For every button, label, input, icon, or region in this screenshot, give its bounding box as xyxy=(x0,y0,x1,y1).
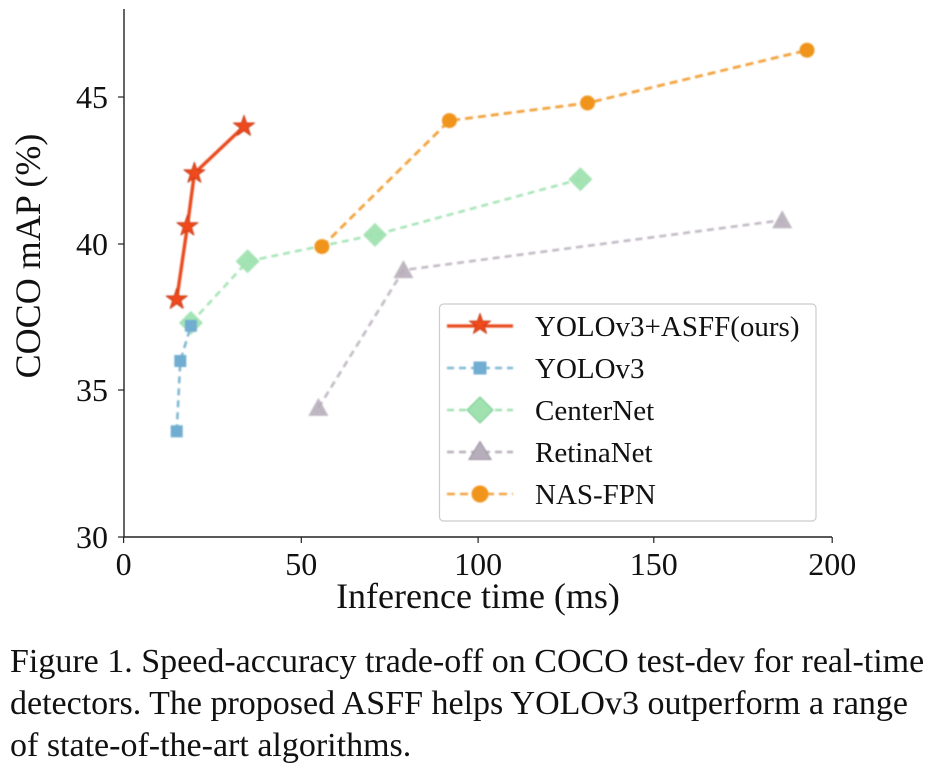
svg-text:YOLOv3+ASFF(ours): YOLOv3+ASFF(ours) xyxy=(535,311,799,343)
svg-text:Figure 1. Speed-accuracy trade: Figure 1. Speed-accuracy trade-off on CO… xyxy=(10,643,924,680)
svg-text:RetinaNet: RetinaNet xyxy=(535,437,653,469)
svg-text:COCO mAP (%): COCO mAP (%) xyxy=(8,134,48,379)
svg-text:45: 45 xyxy=(76,79,108,115)
svg-text:200: 200 xyxy=(808,546,856,582)
svg-text:40: 40 xyxy=(76,226,108,262)
svg-text:0: 0 xyxy=(116,546,132,582)
svg-text:NAS-FPN: NAS-FPN xyxy=(535,479,656,511)
svg-text:150: 150 xyxy=(630,546,678,582)
svg-text:30: 30 xyxy=(76,519,108,555)
svg-text:detectors. The proposed ASFF h: detectors. The proposed ASFF helps YOLOv… xyxy=(10,685,908,722)
svg-text:35: 35 xyxy=(76,372,108,408)
svg-text:YOLOv3: YOLOv3 xyxy=(535,353,645,385)
svg-text:50: 50 xyxy=(285,546,317,582)
svg-text:of state-of-the-art algorithms: of state-of-the-art algorithms. xyxy=(10,727,411,764)
svg-text:Inference time (ms): Inference time (ms) xyxy=(336,576,620,616)
svg-text:CenterNet: CenterNet xyxy=(535,395,654,427)
